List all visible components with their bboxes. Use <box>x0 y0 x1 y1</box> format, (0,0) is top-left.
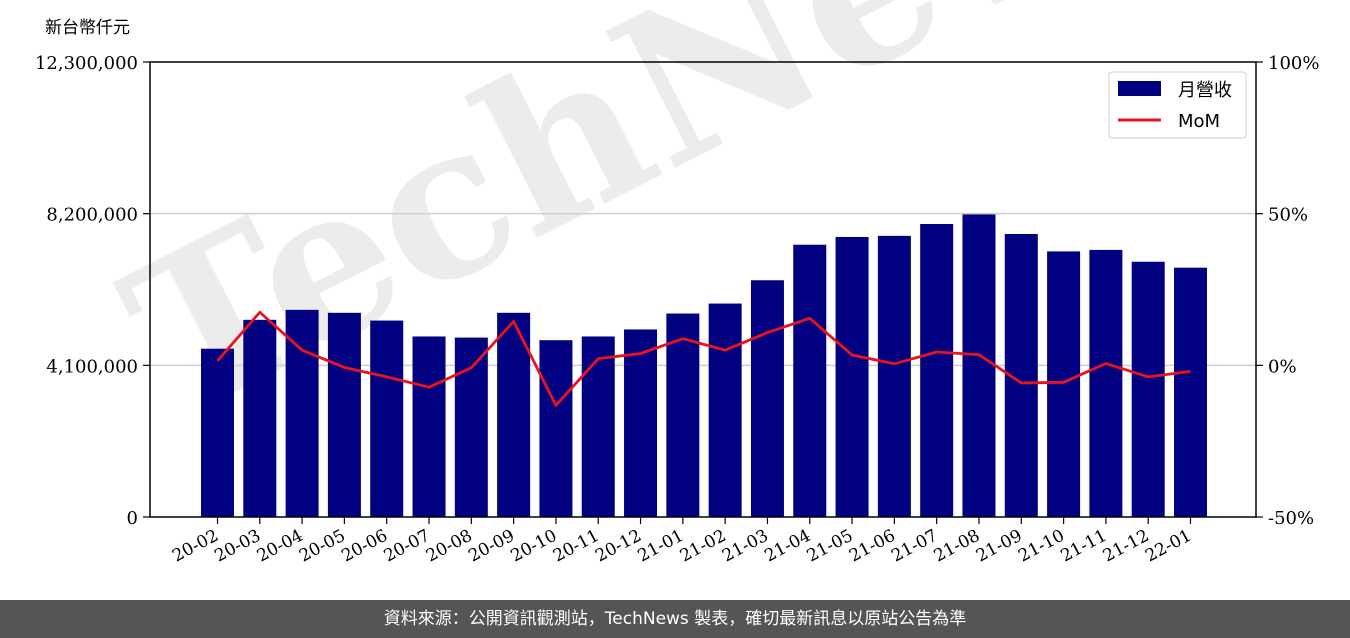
x-tick-label: 21-11 <box>1058 526 1111 567</box>
legend-label-revenue: 月營收 <box>1178 80 1232 101</box>
legend: 月營收 MoM <box>1108 71 1247 139</box>
bar <box>835 236 869 517</box>
x-tick-label: 21-08 <box>931 526 984 567</box>
x-tick-label: 20-12 <box>592 526 645 567</box>
bar <box>412 336 446 517</box>
bar <box>750 280 784 517</box>
plot-frame <box>149 61 1257 518</box>
x-tick-label: 20-07 <box>381 526 434 567</box>
x-tick-label: 21-10 <box>1015 526 1068 567</box>
bar-series <box>201 214 1207 518</box>
bar <box>243 319 277 517</box>
x-tick-label: 21-07 <box>888 526 941 567</box>
x-tick-label: 20-08 <box>423 526 476 567</box>
x-tick-label: 20-09 <box>465 526 518 567</box>
mom-line-series <box>216 310 1191 407</box>
x-tick-label: 21-12 <box>1100 526 1153 567</box>
y-right-tick-label: -50% <box>1268 508 1314 529</box>
bar <box>624 329 658 517</box>
x-tick-label: 21-09 <box>973 526 1026 567</box>
x-tick-label: 21-03 <box>719 526 772 567</box>
legend-swatch-bar <box>1118 81 1161 96</box>
x-tick-label: 21-05 <box>804 526 857 567</box>
y-right-tick-label: 100% <box>1268 53 1319 74</box>
bar <box>666 313 700 517</box>
y-right-tick-label: 50% <box>1268 205 1308 226</box>
bar <box>1174 267 1207 517</box>
x-tick-label: 21-01 <box>635 526 688 567</box>
bar <box>539 340 573 517</box>
bar <box>497 312 531 517</box>
bar <box>1047 251 1081 517</box>
x-tick-label: 20-10 <box>508 526 561 567</box>
x-tick-label: 20-11 <box>550 526 603 567</box>
bar <box>581 336 615 517</box>
bar <box>708 303 742 517</box>
x-tick-label: 22-01 <box>1142 526 1195 567</box>
bar <box>877 235 911 517</box>
x-tick-label: 20-03 <box>211 526 264 567</box>
chart-area: TechNews 0 4,100,000 8,200,000 12,300,000 -5… <box>35 0 1320 567</box>
y-left-tick-label: 8,200,000 <box>46 205 138 226</box>
y-right-tick-label: 0% <box>1268 356 1297 377</box>
bar <box>285 309 319 517</box>
y-left-tick-label: 12,300,000 <box>35 53 138 74</box>
bar <box>1089 249 1123 517</box>
bar <box>962 214 996 518</box>
bar <box>920 224 954 517</box>
legend-label-mom: MoM <box>1178 111 1220 132</box>
bar <box>370 320 404 517</box>
mom-line <box>216 310 1191 407</box>
source-footer-text: 資料來源：公開資訊觀測站，TechNews 製表，確切最新訊息以原站公告為準 <box>383 609 967 629</box>
bar <box>454 337 488 517</box>
x-tick-label: 21-04 <box>761 526 814 567</box>
y-axis-unit-label: 新台幣仟元 <box>45 18 130 38</box>
x-tick-label: 20-02 <box>169 526 222 567</box>
x-tick-label: 20-04 <box>254 526 307 567</box>
bar <box>1131 261 1165 517</box>
bar <box>327 312 361 517</box>
x-tick-label: 20-06 <box>338 526 391 567</box>
revenue-chart: TechNews 04,100,0008,200,00012,300,000-5… <box>35 0 1320 567</box>
y-left-tick-label: 4,100,000 <box>46 356 138 377</box>
x-tick-label: 21-02 <box>677 526 730 567</box>
bar <box>201 348 234 517</box>
y-left-tick-label: 0 <box>127 508 138 529</box>
source-footer: 資料來源：公開資訊觀測站，TechNews 製表，確切最新訊息以原站公告為準 <box>0 600 1350 638</box>
bar <box>793 244 827 517</box>
x-tick-label: 20-05 <box>296 526 349 567</box>
x-tick-label: 21-06 <box>846 526 899 567</box>
